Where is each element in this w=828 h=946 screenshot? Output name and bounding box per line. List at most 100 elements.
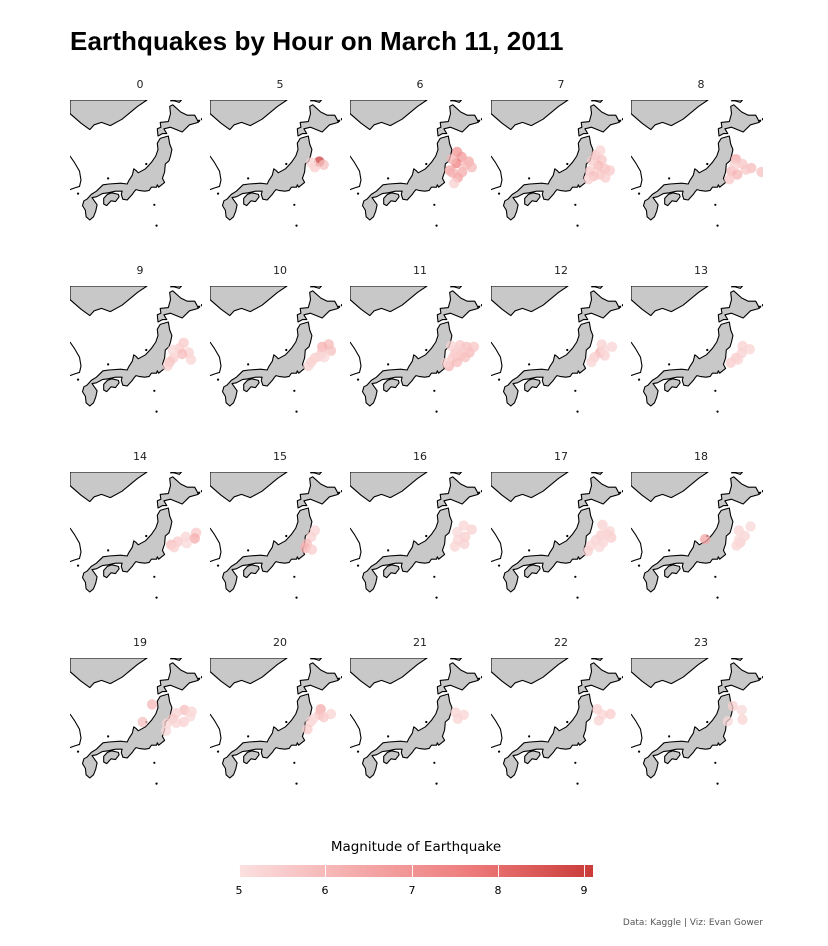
small-island-mark	[76, 192, 80, 195]
small-island-mark	[295, 596, 298, 599]
shikoku-shape	[664, 564, 681, 579]
hokkaido-shape	[436, 290, 479, 323]
sakhalin-shape	[730, 658, 744, 661]
kuril-island-mark	[761, 490, 763, 493]
earthquake-point	[468, 341, 480, 352]
small-island-mark	[153, 203, 156, 206]
facet-map-hour-20	[210, 658, 342, 785]
small-island-mark	[247, 549, 250, 552]
mainland-asia-shape	[631, 658, 709, 689]
small-island-mark	[216, 564, 220, 567]
facet-map-hour-11	[350, 286, 482, 413]
hokkaido-shape	[156, 476, 199, 509]
hokkaido-shape	[577, 476, 620, 509]
facet-map-hour-22	[491, 658, 623, 785]
mainland-asia-shape	[70, 472, 148, 503]
mainland-asia-shape	[350, 286, 428, 317]
honshu-kyushu-shape	[81, 693, 173, 779]
kuril-island-mark	[340, 118, 342, 121]
hokkaido-shape	[436, 476, 479, 509]
earthquake-point	[460, 159, 472, 170]
honshu-kyushu-shape	[221, 507, 313, 593]
facet-label-hour-22: 22	[554, 636, 568, 649]
earthquake-point	[606, 341, 618, 352]
shikoku-shape	[243, 192, 260, 207]
small-island-mark	[433, 761, 436, 764]
hokkaido-shape	[436, 662, 479, 695]
facet-map-hour-15	[210, 472, 342, 599]
facet-map-hour-13	[631, 286, 763, 413]
small-island-mark	[497, 750, 501, 753]
hokkaido-shape	[296, 290, 339, 323]
small-island-mark	[153, 575, 156, 578]
korea-coast-line	[210, 341, 222, 377]
earthquake-point	[740, 164, 752, 175]
facet-label-hour-8: 8	[697, 78, 705, 91]
small-island-mark	[714, 575, 717, 578]
kuril-island-mark	[477, 119, 481, 122]
kuril-island-mark	[197, 305, 201, 308]
earthquake-point	[729, 160, 740, 171]
kuril-island-mark	[337, 677, 341, 680]
earthquake-point	[303, 360, 314, 372]
facet-label-hour-20: 20	[273, 636, 287, 649]
sakhalin-shape	[449, 658, 463, 661]
kuril-island-mark	[340, 490, 342, 493]
korea-coast-line	[70, 155, 82, 191]
earthquake-point	[318, 712, 329, 723]
small-island-mark	[574, 575, 577, 578]
honshu-kyushu-shape	[502, 693, 594, 779]
small-island-mark	[295, 224, 298, 227]
sakhalin-shape	[449, 472, 463, 475]
kuril-island-mark	[337, 491, 341, 494]
small-island-mark	[425, 534, 428, 538]
small-island-mark	[293, 575, 296, 578]
facet-map-hour-18	[631, 472, 763, 599]
facet-map-hour-12	[491, 286, 623, 413]
small-island-mark	[293, 203, 296, 206]
mainland-asia-shape	[350, 100, 428, 131]
earthquake-point	[167, 344, 178, 356]
earthquake-point	[605, 708, 616, 720]
mainland-asia-shape	[210, 100, 288, 131]
kuril-island-mark	[197, 491, 201, 494]
facet-label-hour-23: 23	[694, 636, 708, 649]
earthquake-point	[318, 159, 329, 170]
legend-color-bar	[239, 865, 593, 877]
hokkaido-shape	[296, 476, 339, 509]
shikoku-shape	[243, 564, 260, 579]
korea-coast-line	[210, 527, 222, 563]
earthquake-point	[449, 348, 461, 360]
facet-label-hour-13: 13	[694, 264, 708, 277]
small-island-mark	[356, 750, 360, 753]
facet-map-hour-16	[350, 472, 482, 599]
earthquake-point	[458, 520, 469, 531]
earthquake-point	[699, 534, 711, 545]
small-island-mark	[295, 782, 298, 785]
sakhalin-shape	[169, 286, 183, 289]
earthquake-point	[308, 713, 319, 724]
kuril-island-mark	[621, 304, 623, 307]
sakhalin-shape	[309, 472, 323, 475]
small-island-mark	[528, 177, 531, 180]
honshu-kyushu-shape	[502, 507, 594, 593]
small-island-mark	[155, 224, 158, 227]
small-island-mark	[706, 348, 709, 352]
small-island-mark	[155, 596, 158, 599]
sakhalin-shape	[449, 286, 463, 289]
small-island-mark	[566, 348, 569, 352]
facet-label-hour-7: 7	[557, 78, 565, 91]
earthquake-point	[724, 174, 735, 185]
earthquake-point	[448, 178, 460, 189]
small-island-mark	[145, 534, 148, 538]
earthquake-point	[302, 724, 313, 735]
facet-label-hour-10: 10	[273, 264, 287, 277]
korea-coast-line	[210, 155, 222, 191]
legend-title: Magnitude of Earthquake	[330, 839, 502, 855]
kuril-island-mark	[480, 304, 482, 307]
earthquake-point	[737, 714, 748, 725]
earthquake-point	[452, 713, 463, 724]
facet-label-hour-12: 12	[554, 264, 568, 277]
shikoku-shape	[103, 192, 120, 207]
kuril-island-mark	[758, 305, 762, 308]
